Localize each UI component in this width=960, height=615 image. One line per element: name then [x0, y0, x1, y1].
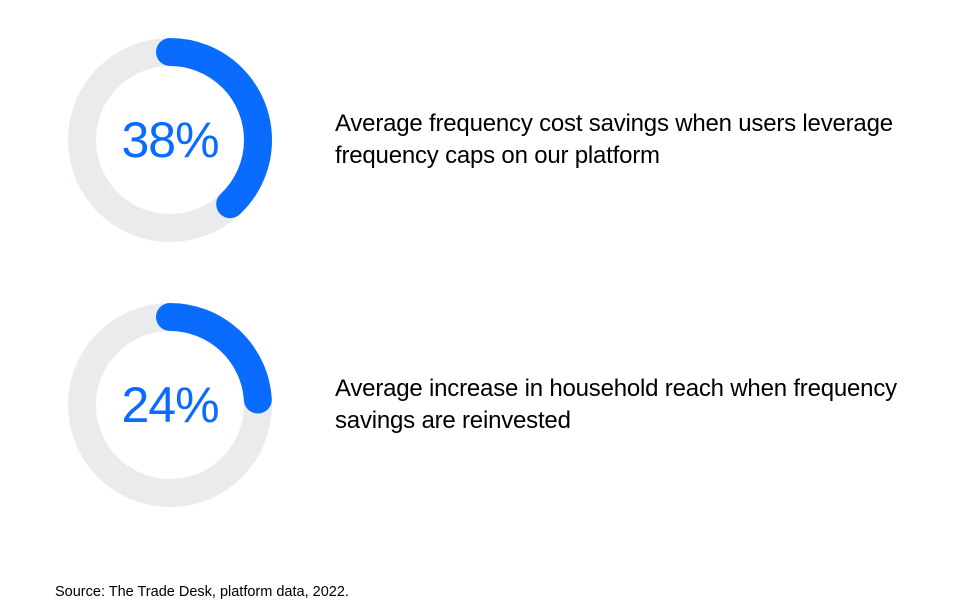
donut-center-label-1: 24%: [55, 290, 285, 520]
stat-description-1: Average increase in household reach when…: [335, 373, 905, 438]
stat-description-0: Average frequency cost savings when user…: [335, 108, 905, 173]
donut-chart-0: 38%: [55, 25, 285, 255]
infographic-container: 38% Average frequency cost savings when …: [0, 0, 960, 615]
source-note: Source: The Trade Desk, platform data, 2…: [55, 579, 905, 600]
donut-center-label-0: 38%: [55, 25, 285, 255]
donut-chart-1: 24%: [55, 290, 285, 520]
stat-row-0: 38% Average frequency cost savings when …: [55, 25, 905, 255]
stat-row-1: 24% Average increase in household reach …: [55, 290, 905, 520]
